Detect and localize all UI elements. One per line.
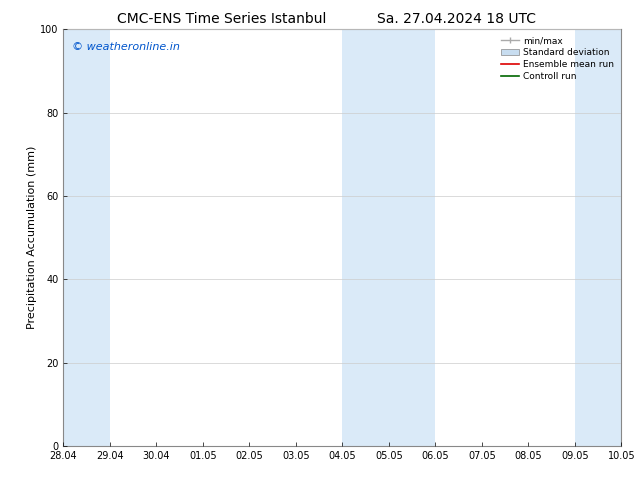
Text: Sa. 27.04.2024 18 UTC: Sa. 27.04.2024 18 UTC <box>377 12 536 26</box>
Y-axis label: Precipitation Accumulation (mm): Precipitation Accumulation (mm) <box>27 146 37 329</box>
Bar <box>63 29 110 446</box>
Text: CMC-ENS Time Series Istanbul: CMC-ENS Time Series Istanbul <box>117 12 327 26</box>
Bar <box>342 29 436 446</box>
Legend: min/max, Standard deviation, Ensemble mean run, Controll run: min/max, Standard deviation, Ensemble me… <box>499 34 617 83</box>
Bar <box>575 29 634 446</box>
Text: © weatheronline.in: © weatheronline.in <box>72 42 179 52</box>
